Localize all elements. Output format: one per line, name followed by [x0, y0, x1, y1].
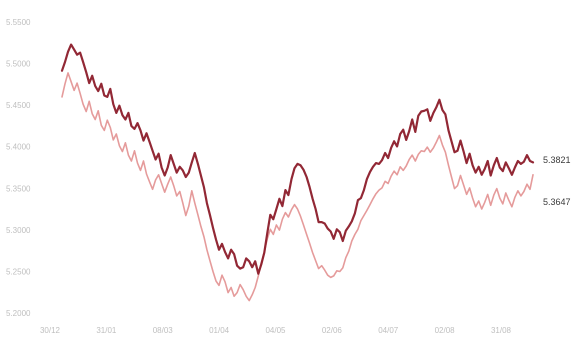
series-line-dark — [60, 43, 535, 275]
x-tick-label: 01/04 — [209, 326, 230, 335]
x-tick-label: 31/01 — [96, 326, 117, 335]
x-tick-label: 04/07 — [378, 326, 399, 335]
end-value-label: 5.3647 — [543, 197, 571, 207]
x-tick-label: 31/08 — [491, 326, 512, 335]
y-tick-label: 5.5000 — [6, 60, 31, 69]
y-tick-label: 5.4000 — [6, 143, 31, 152]
x-axis-tick-labels: 30/12 31/01 08/03 01/04 04/05 02/06 04/07 02/08… — [40, 326, 512, 335]
y-tick-label: 5.4500 — [6, 101, 31, 110]
x-tick-label: 04/05 — [265, 326, 286, 335]
x-tick-label: 08/03 — [153, 326, 174, 335]
y-tick-label: 5.3500 — [6, 184, 31, 193]
x-tick-label: 30/12 — [40, 326, 61, 335]
x-tick-label: 02/06 — [322, 326, 343, 335]
y-tick-label: 5.5500 — [6, 18, 31, 27]
series-line-light — [61, 72, 534, 302]
y-tick-label: 5.2000 — [6, 309, 31, 318]
x-tick-label: 02/08 — [435, 326, 456, 335]
end-value-label: 5.3821 — [543, 155, 571, 165]
series-layer — [60, 43, 535, 302]
end-value-labels: 5.3821 5.3647 — [543, 155, 571, 207]
y-tick-label: 5.3000 — [6, 226, 31, 235]
y-tick-label: 5.2500 — [6, 267, 31, 276]
y-axis-tick-labels: 5.5500 5.5000 5.4500 5.4000 5.3500 5.3000 5.25… — [6, 18, 31, 318]
